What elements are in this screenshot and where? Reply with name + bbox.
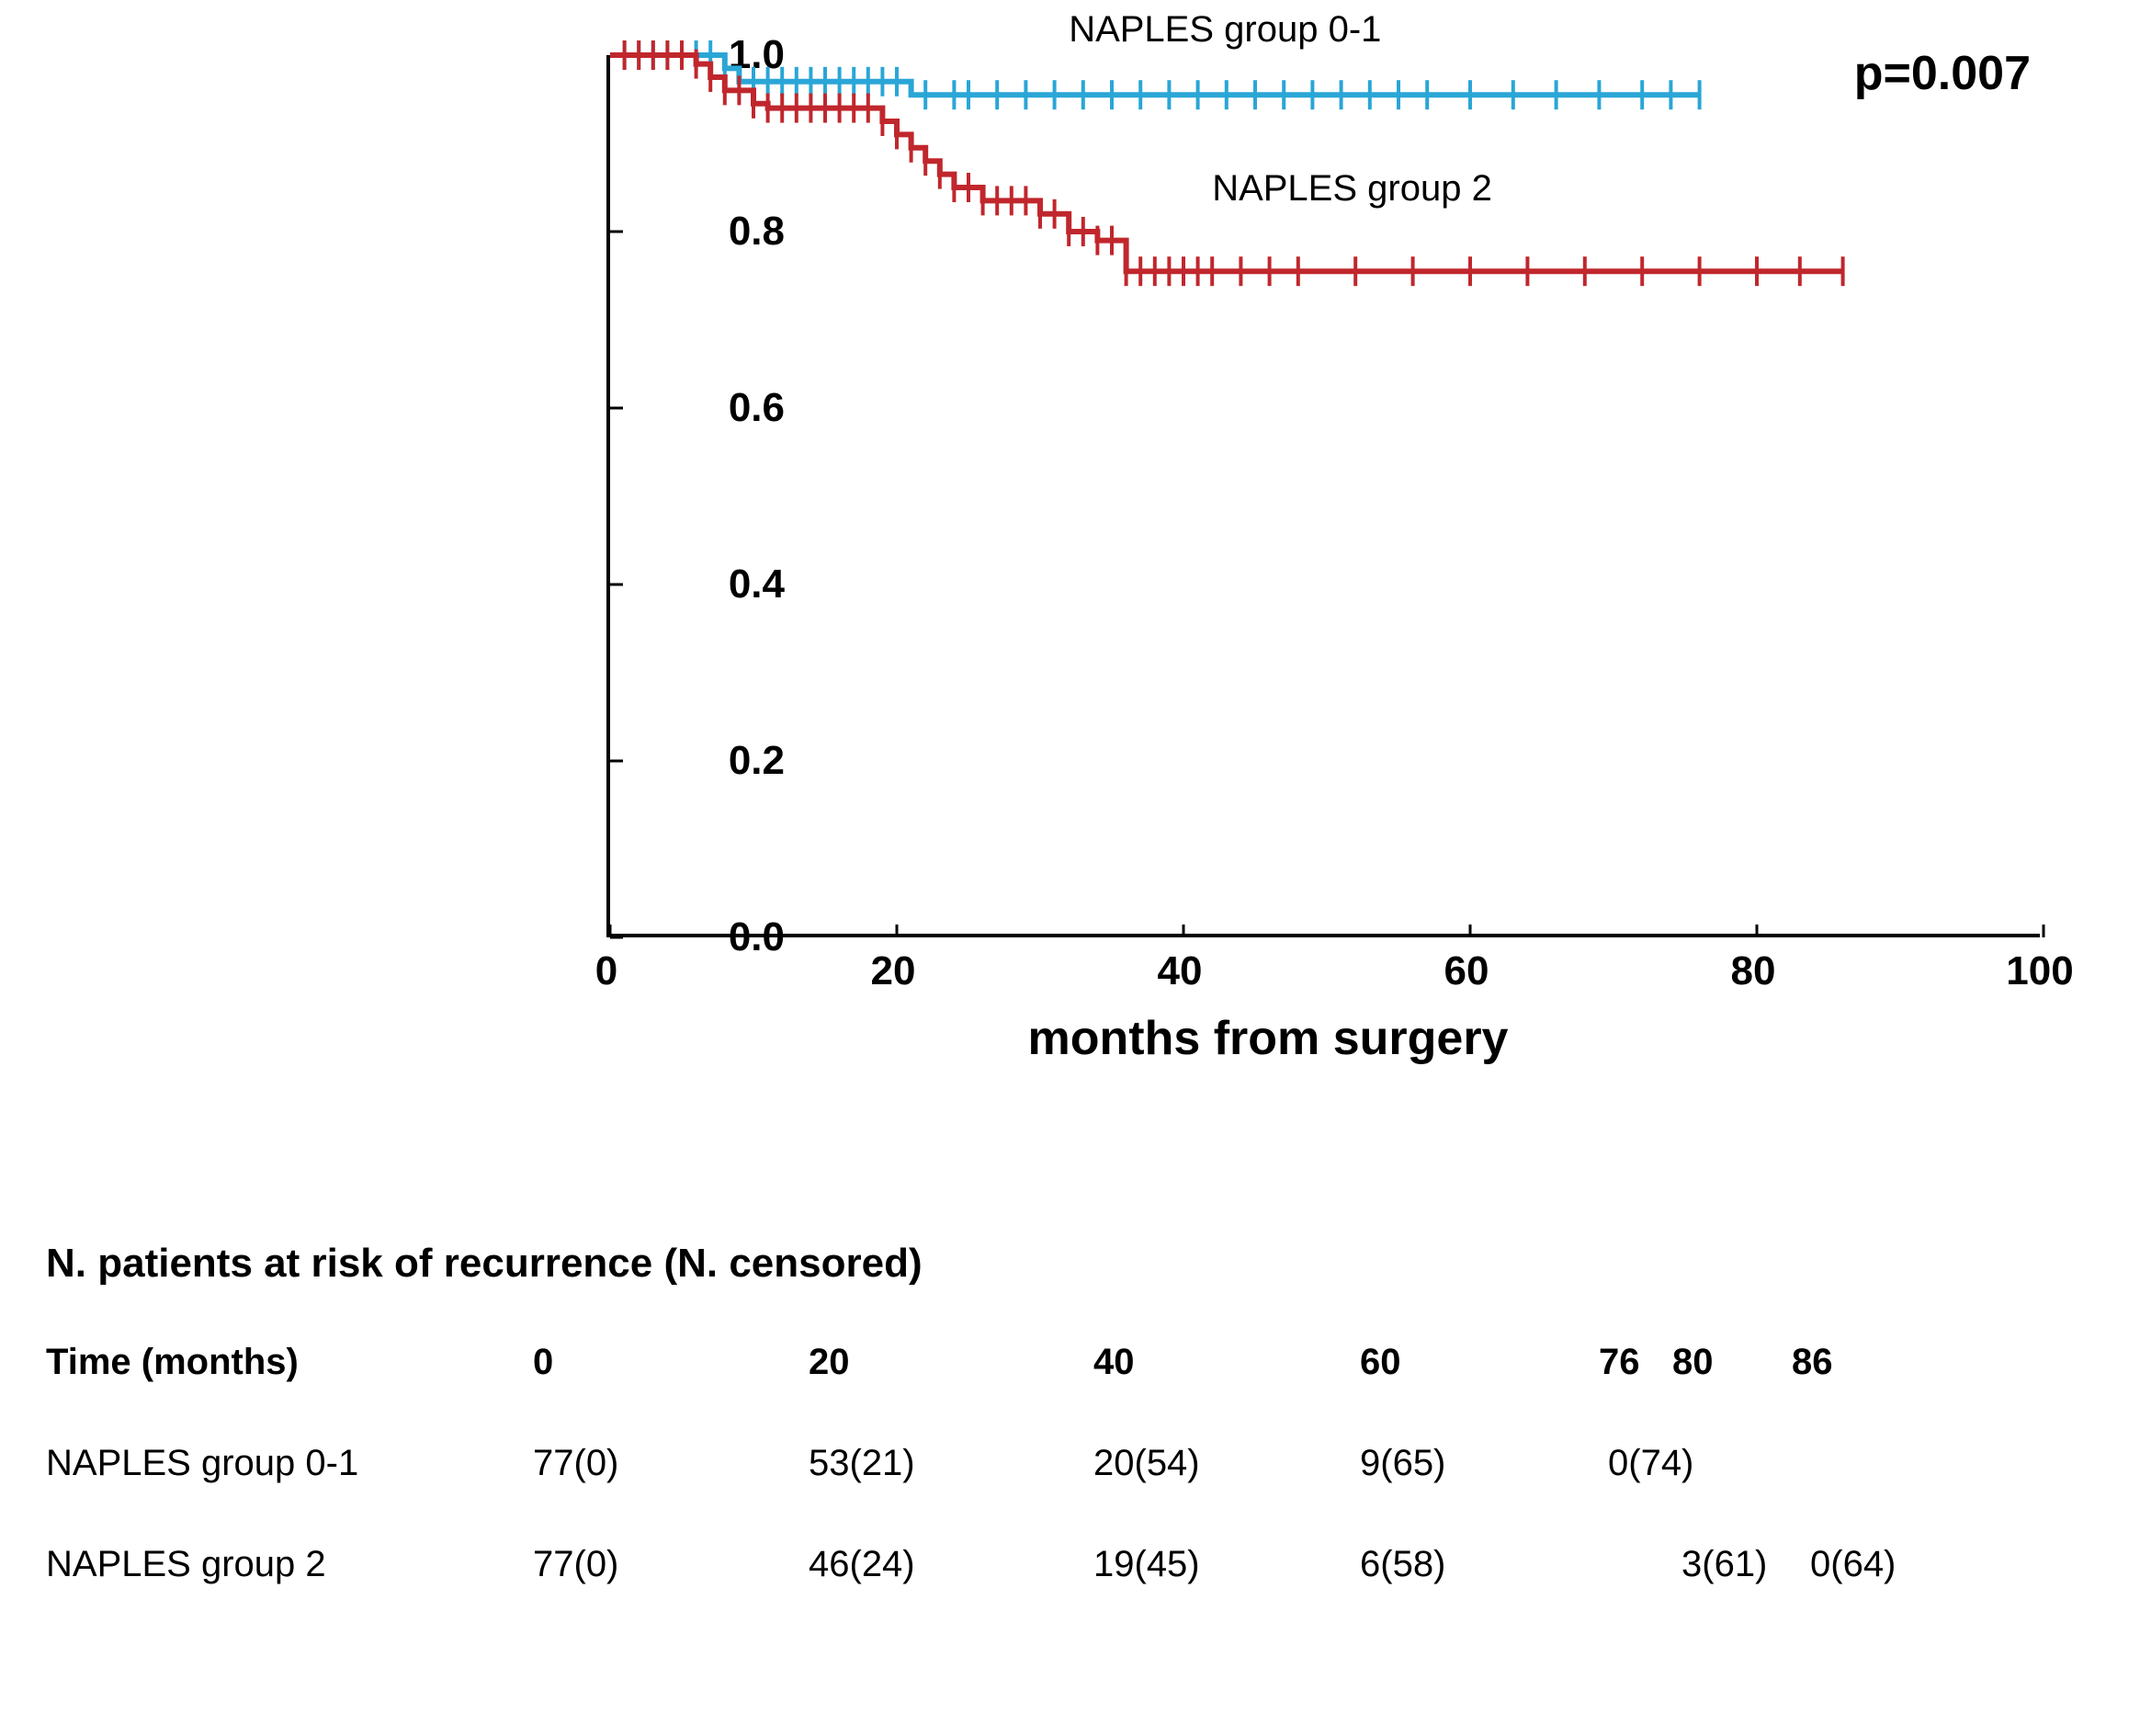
x-tick-label: 20 [871,948,916,994]
risk-data-cell: 9(65) [1360,1443,1445,1484]
risk-table: N. patients at risk of recurrence (N. ce… [46,1241,2104,1645]
risk-data-cell: 20(54) [1093,1443,1200,1484]
risk-data-cell: 53(21) [809,1443,915,1484]
risk-row-0-label: NAPLES group 0-1 [46,1443,358,1484]
risk-data-cell: 6(58) [1360,1544,1445,1585]
risk-header-cell: 86 [1792,1342,1833,1383]
risk-table-header-row: Time (months) 0 20 40 60 76 80 86 [46,1342,2104,1443]
risk-header-cell: 40 [1093,1342,1135,1383]
x-tick-label: 80 [1731,948,1776,994]
risk-data-cell: 19(45) [1093,1544,1200,1585]
x-tick-label: 40 [1158,948,1203,994]
risk-data-cell: 46(24) [809,1544,915,1585]
risk-data-cell: 77(0) [533,1544,618,1585]
risk-table-row-0: NAPLES group 0-1 77(0) 53(21) 20(54) 9(65) 0… [46,1443,2104,1544]
x-tick-label: 60 [1444,948,1489,994]
plot-area: p=0.007 NAPLES group 0-1 NAPLES group 2 [606,55,2040,937]
x-axis-title: months from surgery [459,1011,2077,1066]
risk-table-row-1: NAPLES group 2 77(0) 46(24) 19(45) 6(58) 3(6… [46,1544,2104,1645]
p-value-text: p=0.007 [1854,46,2031,101]
risk-row-1-label: NAPLES group 2 [46,1544,326,1585]
risk-data-cell: 77(0) [533,1443,618,1484]
km-plot-container: 0.00.20.40.60.81.0 p=0.007 NAPLES group … [459,37,2077,1094]
risk-header-cell: 80 [1672,1342,1714,1383]
page-root: 0.00.20.40.60.81.0 p=0.007 NAPLES group … [0,0,2140,1736]
risk-header-label: Time (months) [46,1342,299,1383]
risk-header-cell: 20 [809,1342,850,1383]
risk-header-cell: 0 [533,1342,553,1383]
risk-header-cell: 76 [1599,1342,1640,1383]
risk-data-cell: 0(64) [1810,1544,1896,1585]
risk-header-cell: 60 [1360,1342,1401,1383]
risk-data-cell: 0(74) [1608,1443,1693,1484]
risk-table-title: N. patients at risk of recurrence (N. ce… [46,1241,2104,1287]
series-label-naples-2: NAPLES group 2 [1212,168,1492,210]
series-label-naples-0-1: NAPLES group 0-1 [1069,9,1381,51]
x-tick-label: 100 [2006,948,2073,994]
km-curve-0 [610,55,1700,95]
risk-data-cell: 3(61) [1681,1544,1767,1585]
x-tick-label: 0 [595,948,617,994]
